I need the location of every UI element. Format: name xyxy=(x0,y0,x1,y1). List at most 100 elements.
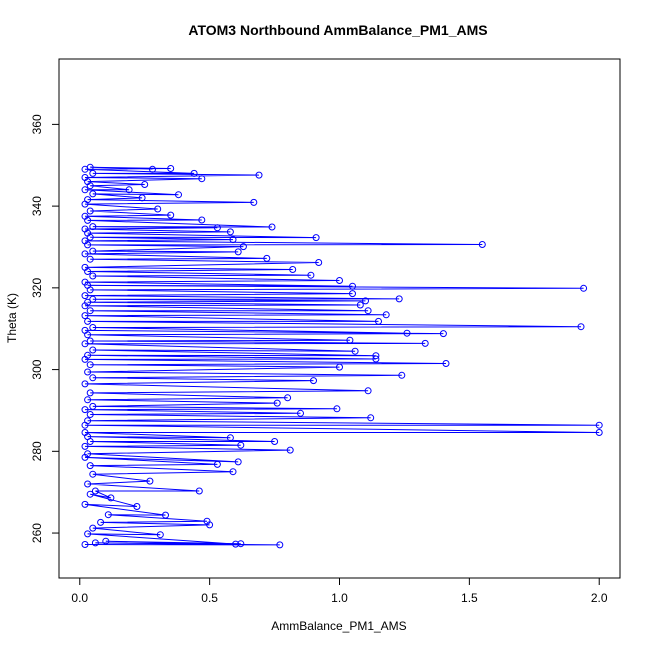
data-point xyxy=(234,248,242,256)
data-point xyxy=(203,517,211,525)
data-point xyxy=(156,531,164,539)
data-point xyxy=(310,377,317,385)
data-point xyxy=(107,494,115,502)
data-point xyxy=(89,374,97,382)
data-point xyxy=(89,169,97,177)
data-point xyxy=(138,194,146,202)
data-point xyxy=(84,450,92,458)
data-point xyxy=(234,458,242,466)
data-point xyxy=(346,336,354,344)
y-tick-label: 340 xyxy=(30,196,44,216)
data-point xyxy=(307,271,315,279)
data-point xyxy=(398,371,406,379)
x-tick-label: 2.0 xyxy=(591,591,608,605)
y-tick-label: 360 xyxy=(30,114,44,134)
data-point xyxy=(167,165,175,172)
data-point xyxy=(229,468,237,476)
data-point xyxy=(273,399,281,407)
data-point xyxy=(229,236,237,244)
data-point xyxy=(175,191,182,199)
data-point xyxy=(190,169,198,177)
data-point xyxy=(84,298,92,306)
data-point xyxy=(195,487,203,495)
data-point xyxy=(86,207,94,215)
data-point xyxy=(595,421,603,429)
data-point xyxy=(89,346,97,354)
data-point xyxy=(81,292,89,300)
chart-title: ATOM3 Northbound AmmBalance_PM1_AMS xyxy=(188,22,487,38)
data-point xyxy=(577,323,585,331)
series-lines xyxy=(84,166,600,546)
data-point xyxy=(226,228,234,236)
data-point xyxy=(86,411,94,418)
data-point xyxy=(89,524,97,532)
x-tick-label: 0.5 xyxy=(201,591,218,605)
data-point xyxy=(362,297,369,305)
data-point xyxy=(81,312,89,320)
data-point xyxy=(255,171,263,179)
data-point xyxy=(86,490,94,498)
data-point xyxy=(271,438,279,445)
data-point xyxy=(89,470,97,478)
data-point xyxy=(213,460,221,468)
data-point xyxy=(86,307,94,315)
data-point xyxy=(356,301,364,309)
data-point xyxy=(84,351,92,359)
data-point xyxy=(89,223,97,231)
y-axis-label: Theta (K) xyxy=(5,293,19,343)
data-point xyxy=(86,361,94,369)
data-point xyxy=(595,429,603,436)
data-point xyxy=(382,311,390,319)
data-point xyxy=(268,223,276,231)
data-point xyxy=(297,409,304,417)
data-point xyxy=(372,352,380,360)
data-point xyxy=(81,541,89,548)
data-point xyxy=(81,442,89,450)
data-point xyxy=(81,250,89,258)
data-point xyxy=(104,511,112,519)
data-point xyxy=(333,405,341,413)
y-tick-label: 320 xyxy=(30,278,44,298)
data-point xyxy=(86,255,94,263)
data-point xyxy=(125,186,133,194)
data-point xyxy=(289,266,297,273)
data-point xyxy=(89,324,97,331)
data-point xyxy=(89,190,97,198)
data-point xyxy=(81,212,89,220)
data-point xyxy=(86,462,94,470)
data-point xyxy=(81,278,89,286)
data-point xyxy=(89,272,97,280)
data-point xyxy=(237,540,245,548)
data-point xyxy=(84,317,92,325)
data-point xyxy=(81,237,89,245)
data-point xyxy=(81,326,89,334)
data-point xyxy=(89,295,97,303)
data-point xyxy=(81,186,89,194)
data-point xyxy=(315,259,323,266)
data-point xyxy=(84,368,92,376)
data-point xyxy=(89,247,97,255)
data-point xyxy=(146,477,154,485)
x-axis: 0.0 0.5 1.0 1.5 2.0 xyxy=(71,577,608,605)
data-point xyxy=(81,406,89,414)
data-point xyxy=(351,347,359,355)
data-point xyxy=(84,396,92,404)
data-point xyxy=(239,243,247,251)
y-tick-label: 260 xyxy=(30,523,44,543)
data-point xyxy=(284,394,292,402)
data-point xyxy=(89,402,97,410)
data-point xyxy=(149,165,156,173)
data-point xyxy=(91,487,99,495)
x-axis-label: AmmBalance_PM1_AMS xyxy=(271,619,406,633)
data-point xyxy=(375,317,382,325)
data-point xyxy=(133,503,141,510)
data-point xyxy=(580,284,588,292)
data-point xyxy=(364,387,372,395)
data-point xyxy=(102,537,110,545)
data-point xyxy=(97,518,105,526)
data-point xyxy=(86,337,94,345)
x-tick-label: 0.0 xyxy=(71,591,88,605)
data-point xyxy=(81,174,89,181)
data-point xyxy=(86,389,94,397)
data-point xyxy=(364,307,372,315)
